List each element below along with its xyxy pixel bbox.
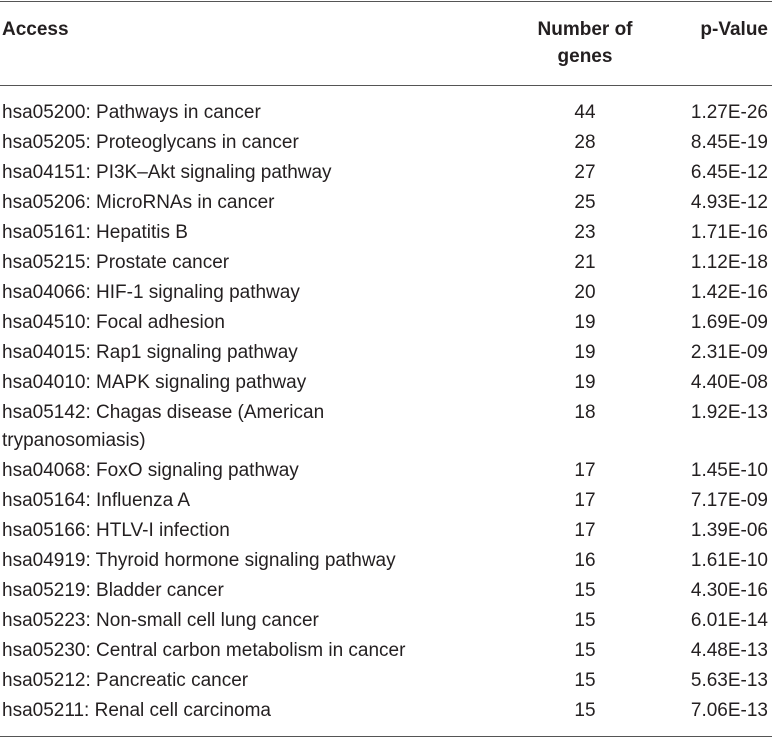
table-header: Access Number of genes p-Value <box>0 1 772 86</box>
pathway-cell: hsa04015: Rap1 signaling pathway <box>2 342 298 363</box>
p-value-cell: 8.45E-19 <box>690 132 768 153</box>
pathway-cell: hsa05211: Renal cell carcinoma <box>2 700 271 721</box>
pathway-cell: hsa04919: Thyroid hormone signaling path… <box>2 550 396 571</box>
table-row: hsa05223: Non-small cell lung cancer 15 6.… <box>0 606 772 636</box>
p-value-cell: 5.63E-13 <box>690 670 768 691</box>
gene-count-cell: 15 <box>574 700 596 721</box>
p-value-cell: 1.71E-16 <box>690 222 768 243</box>
gene-count-cell: 18 <box>574 402 596 423</box>
pathway-cell: hsa05219: Bladder cancer <box>2 580 224 601</box>
pathway-cell: hsa05205: Proteoglycans in cancer <box>2 132 299 153</box>
pathway-cell: hsa05142: Chagas disease (American trypa… <box>2 402 325 451</box>
p-value-cell: 4.48E-13 <box>690 640 768 661</box>
gene-count-cell: 27 <box>574 162 596 183</box>
p-value-cell: 7.17E-09 <box>690 490 768 511</box>
gene-count-cell: 21 <box>574 252 596 273</box>
table-row: hsa05230: Central carbon metabolism in c… <box>0 636 772 666</box>
table-row: hsa04151: PI3K–Akt signaling pathway 27 6.… <box>0 158 772 188</box>
pathway-cell: hsa04010: MAPK signaling pathway <box>2 372 307 393</box>
p-value-cell: 6.01E-14 <box>690 610 768 631</box>
table-row: hsa04015: Rap1 signaling pathway 19 2.31E-… <box>0 338 772 368</box>
gene-count-cell: 28 <box>574 132 596 153</box>
pathway-cell: hsa05223: Non-small cell lung cancer <box>2 610 319 631</box>
p-value-cell: 1.69E-09 <box>690 312 768 333</box>
pathway-cell: hsa05206: MicroRNAs in cancer <box>2 192 275 213</box>
table-row: hsa05142: Chagas disease (American trypa… <box>0 398 772 456</box>
gene-count-cell: 17 <box>574 520 596 541</box>
pathway-cell: hsa04068: FoxO signaling pathway <box>2 460 299 481</box>
p-value-cell: 4.40E-08 <box>690 372 768 393</box>
gene-count-cell: 15 <box>574 670 596 691</box>
pathway-cell: hsa05230: Central carbon metabolism in c… <box>2 640 406 661</box>
gene-count-cell: 19 <box>574 342 596 363</box>
gene-count-cell: 17 <box>574 460 596 481</box>
gene-count-cell: 20 <box>574 282 596 303</box>
pathway-cell: hsa05215: Prostate cancer <box>2 252 230 273</box>
table-row: hsa04919: Thyroid hormone signaling path… <box>0 546 772 576</box>
table-row: hsa04066: HIF-1 signaling pathway 20 1.42E… <box>0 278 772 308</box>
pathway-cell: hsa04510: Focal adhesion <box>2 312 225 333</box>
p-value-cell: 4.93E-12 <box>690 192 768 213</box>
header-cell: Access <box>0 1 470 86</box>
table-row: hsa04510: Focal adhesion 19 1.69E-09 <box>0 308 772 338</box>
header-cell: p-Value <box>680 1 772 86</box>
gene-count-cell: 19 <box>574 372 596 393</box>
pathway-cell: hsa05161: Hepatitis B <box>2 222 188 243</box>
table-body: hsa05200: Pathways in cancer 44 1.27E-26 hs… <box>0 86 772 737</box>
gene-count-cell: 19 <box>574 312 596 333</box>
gene-count-cell: 23 <box>574 222 596 243</box>
gene-count-cell: 15 <box>574 640 596 661</box>
table-row: hsa04068: FoxO signaling pathway 17 1.45E-… <box>0 456 772 486</box>
pathway-cell: hsa05212: Pancreatic cancer <box>2 670 249 691</box>
p-value-cell: 6.45E-12 <box>690 162 768 183</box>
p-value-cell: 4.30E-16 <box>690 580 768 601</box>
pathway-cell: hsa05166: HTLV-I infection <box>2 520 230 541</box>
header-cell: Number of genes <box>470 1 680 86</box>
gene-count-cell: 15 <box>574 580 596 601</box>
p-value-cell: 2.31E-09 <box>690 342 768 363</box>
p-value-cell: 1.39E-06 <box>690 520 768 541</box>
p-value-cell: 1.12E-18 <box>690 252 768 273</box>
pathway-cell: hsa05164: Influenza A <box>2 490 191 511</box>
table-row: hsa05166: HTLV-I infection 17 1.39E-06 <box>0 516 772 546</box>
table-row: hsa05212: Pancreatic cancer 15 5.63E-13 <box>0 666 772 696</box>
table-row: hsa05205: Proteoglycans in cancer 28 8.45E… <box>0 128 772 158</box>
gene-count-cell: 25 <box>574 192 596 213</box>
p-value-cell: 1.42E-16 <box>690 282 768 303</box>
p-value-cell: 1.92E-13 <box>690 402 768 423</box>
table-row: hsa05161: Hepatitis B 23 1.71E-16 <box>0 218 772 248</box>
table-row: hsa04010: MAPK signaling pathway 19 4.40E-… <box>0 368 772 398</box>
pathway-cell: hsa04066: HIF-1 signaling pathway <box>2 282 300 303</box>
p-value-cell: 1.45E-10 <box>690 460 768 481</box>
table-row: hsa05164: Influenza A 17 7.17E-09 <box>0 486 772 516</box>
p-value-cell: 1.61E-10 <box>690 550 768 571</box>
table-row: hsa05200: Pathways in cancer 44 1.27E-26 <box>0 86 772 129</box>
header-row: Access Number of genes p-Value <box>0 1 772 86</box>
gene-count-cell: 44 <box>574 102 596 123</box>
gene-count-cell: 15 <box>574 610 596 631</box>
pathway-cell: hsa04151: PI3K–Akt signaling pathway <box>2 162 332 183</box>
table-row: hsa05219: Bladder cancer 15 4.30E-16 <box>0 576 772 606</box>
p-value-cell: 1.27E-26 <box>690 102 768 123</box>
p-value-cell: 7.06E-13 <box>690 700 768 721</box>
table-row: hsa05206: MicroRNAs in cancer 25 4.93E-12 <box>0 188 772 218</box>
table-row: hsa05211: Renal cell carcinoma 15 7.06E-13 <box>0 696 772 737</box>
gene-count-cell: 17 <box>574 490 596 511</box>
gene-count-cell: 16 <box>574 550 596 571</box>
table-row: hsa05215: Prostate cancer 21 1.12E-18 <box>0 248 772 278</box>
pathway-cell: hsa05200: Pathways in cancer <box>2 102 261 123</box>
